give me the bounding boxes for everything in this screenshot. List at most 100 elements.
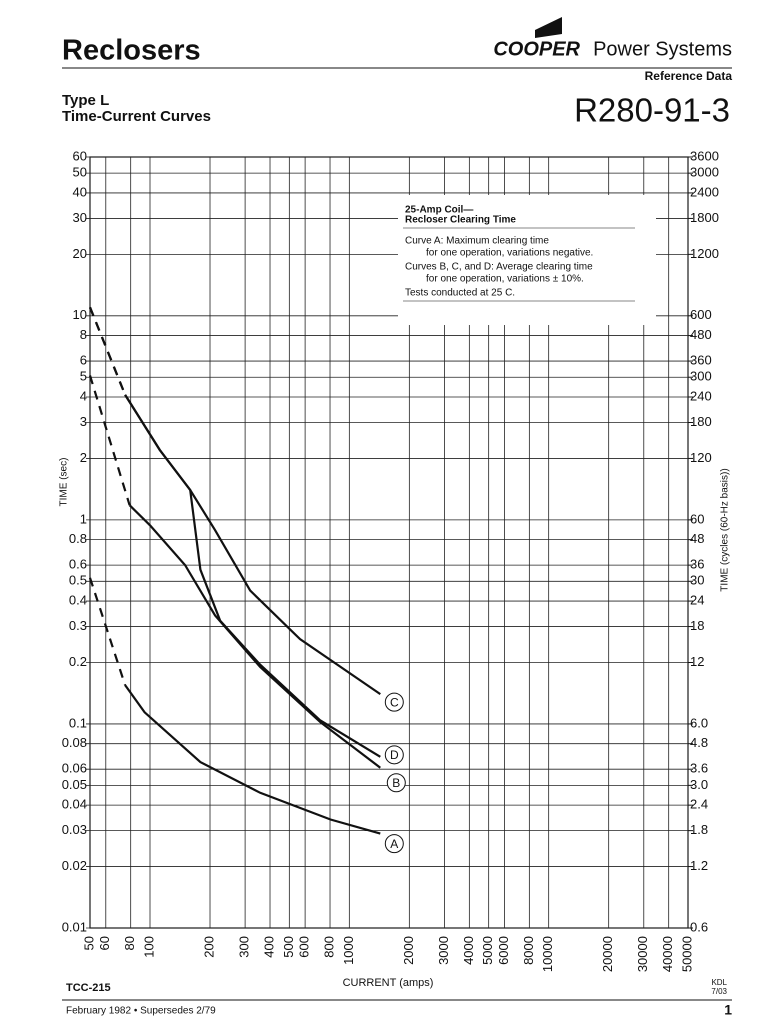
y2-tick-label: 3.6 — [690, 761, 708, 776]
chart: 50 60 80 100 200 300 400 500 600 800 1000 2000 3000 4… — [59, 148, 731, 988]
curve — [124, 684, 381, 835]
y-tick-label: 5 — [80, 369, 87, 384]
x-tick-label: 10000 — [540, 936, 555, 972]
y-tick-label: 0.2 — [69, 654, 87, 669]
y2-tick-label: 180 — [690, 414, 712, 429]
x-tick-label: 400 — [261, 936, 276, 958]
curve-label-circle — [384, 692, 404, 712]
y2-tick-label: 12 — [690, 654, 704, 669]
x-tick-label: 3000 — [436, 936, 451, 965]
y2-tick-label: 240 — [690, 388, 712, 403]
x-tick-label: 60 — [97, 936, 112, 950]
y2-tick-label: 3.0 — [690, 777, 708, 792]
x-tick-label: 600 — [297, 936, 312, 958]
x-tick-label: 50 — [81, 936, 96, 950]
y-tick-label: 0.02 — [62, 858, 87, 873]
section-label: Reference Data — [645, 69, 733, 83]
y2-tick-label: 300 — [690, 369, 712, 384]
curve-label: C — [390, 695, 399, 709]
y2-tick-label: 24 — [690, 593, 704, 608]
page-title: Reclosers — [62, 35, 201, 67]
note-text: 25-Amp Coil— — [405, 205, 473, 216]
y2-tick-label: 6.0 — [690, 715, 708, 730]
note-text: Curve A: Maximum clearing time — [405, 236, 549, 247]
footer-date: February 1982 • Supersedes 2/79 — [66, 1006, 216, 1017]
x-tick-label: 80 — [122, 936, 137, 950]
y2-tick-label: 2.4 — [690, 797, 708, 812]
y-tick-label: 20 — [73, 246, 87, 261]
x-tick-label: 500 — [281, 936, 296, 958]
y-tick-label: 3 — [80, 414, 87, 429]
x-tick-label: 30000 — [635, 936, 650, 972]
y2-tick-label: 1.2 — [690, 858, 708, 873]
y-tick-label: 0.08 — [62, 735, 87, 750]
y2-tick-label: 360 — [690, 353, 712, 368]
x-tick-label: 4000 — [461, 936, 476, 965]
note-box — [398, 195, 656, 325]
x-tick-label: 300 — [237, 936, 252, 958]
brand-rest: Power Systems — [593, 38, 732, 60]
note-text: for one operation, variations ± 10%. — [426, 274, 584, 285]
y-tick-label: 0.5 — [69, 573, 87, 588]
footer-initials: KDL — [711, 978, 727, 987]
y2-tick-label: 48 — [690, 531, 704, 546]
note-text: Recloser Clearing Time — [405, 215, 516, 226]
note-text: Curves B, C, and D: Average clearing tim… — [405, 262, 593, 273]
x-tick-label: 5000 — [480, 936, 495, 965]
y2-tick-label: 4.8 — [690, 735, 708, 750]
y-tick-label: 40 — [73, 184, 87, 199]
x-tick-label: 8000 — [521, 936, 536, 965]
y-tick-label: 2 — [80, 450, 87, 465]
curve-label: A — [390, 837, 398, 851]
x-tick-label: 6000 — [496, 936, 511, 965]
curve-label-circle — [384, 745, 404, 765]
y-tick-label: 0.03 — [62, 822, 87, 837]
y-tick-label: 8 — [80, 327, 87, 342]
curve-label: B — [392, 776, 400, 790]
y2-tick-label: 120 — [690, 450, 712, 465]
y-tick-label: 50 — [73, 165, 87, 180]
note-text: for one operation, variations negative. — [426, 248, 593, 259]
y-tick-label: 0.04 — [62, 797, 87, 812]
y2-tick-label: 36 — [690, 557, 704, 572]
x-tick-label: 100 — [141, 936, 156, 958]
curve-label: D — [390, 748, 399, 762]
curve — [124, 394, 381, 758]
curve — [128, 504, 381, 769]
y-tick-label: 4 — [80, 388, 87, 403]
footer-initials-date: 7/03 — [711, 987, 727, 996]
y-tick-label: 1 — [80, 511, 87, 526]
curve — [88, 577, 127, 686]
y2-tick-label: 30 — [690, 573, 704, 588]
y-tick-label: 30 — [73, 210, 87, 225]
y-tick-label: 0.6 — [69, 557, 87, 572]
brand-logo — [535, 17, 562, 38]
x-tick-label: 1000 — [341, 936, 356, 965]
y2-tick-label: 2400 — [690, 184, 719, 199]
y-tick-label: 0.05 — [62, 777, 87, 792]
curve-label-circle — [386, 773, 406, 793]
footer-code: TCC-215 — [66, 982, 111, 994]
x-tick-label: 20000 — [600, 936, 615, 972]
y2-tick-label: 1.8 — [690, 822, 708, 837]
doc-number: R280-91-3 — [574, 92, 730, 129]
y2-tick-label: 1200 — [690, 246, 719, 261]
page-number: 1 — [724, 1002, 732, 1018]
x-axis-title: CURRENT (amps) — [343, 977, 434, 989]
y-tick-label: 0.01 — [62, 919, 87, 934]
y-tick-label: 6 — [80, 353, 87, 368]
y2-axis-title: TIME (cycles (60-Hz basis)) — [720, 468, 731, 591]
curve-label-circle — [384, 834, 404, 854]
y-tick-label: 0.1 — [69, 715, 87, 730]
y-tick-label: 0.4 — [69, 593, 87, 608]
y2-tick-label: 60 — [690, 511, 704, 526]
y-tick-label: 0.3 — [69, 618, 87, 633]
x-tick-label: 800 — [321, 936, 336, 958]
y-tick-label: 0.06 — [62, 761, 87, 776]
y2-tick-label: 3600 — [690, 148, 719, 163]
brand: COOPER — [493, 38, 580, 60]
y2-tick-label: 3000 — [690, 165, 719, 180]
y-tick-label: 60 — [73, 148, 87, 163]
